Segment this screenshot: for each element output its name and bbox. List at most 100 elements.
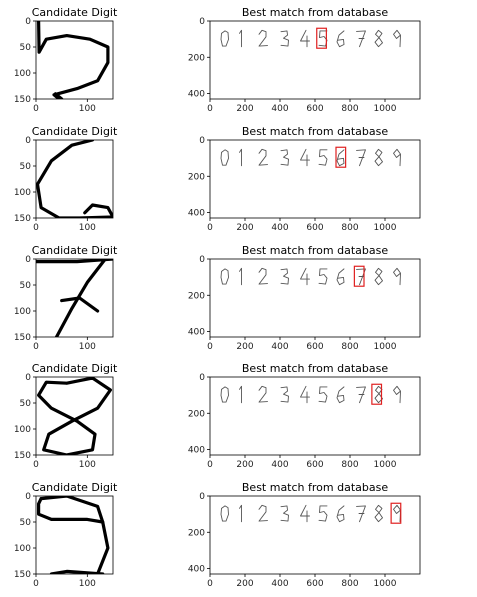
candidate-axes-frame <box>35 376 114 456</box>
database-digit-stroke <box>280 268 289 285</box>
candidate-panel-title: Candidate Digit <box>32 481 118 494</box>
database-digit-stroke <box>300 267 310 280</box>
database-digit-7 <box>356 268 366 286</box>
database-digit-stroke <box>336 30 345 48</box>
database-digit-1 <box>239 148 242 167</box>
match-panel-title: Best match from database <box>242 6 388 19</box>
x-tick-label: 200 <box>236 104 253 114</box>
y-tick-label: 400 <box>188 209 205 219</box>
database-digit-stroke <box>374 148 383 167</box>
y-tick-label: 0 <box>199 373 205 383</box>
candidate-digit-image <box>36 259 113 337</box>
database-digit-stroke <box>220 386 229 403</box>
database-digit-1 <box>239 504 242 523</box>
x-tick-label: 0 <box>33 460 39 470</box>
candidate-axes-frame <box>35 258 114 338</box>
match-highlight-box <box>371 383 383 405</box>
x-tick-label: 1000 <box>374 104 397 114</box>
candidate-digit-image <box>37 496 110 574</box>
y-tick-label: 200 <box>188 291 205 301</box>
y-tick-label: 100 <box>14 307 31 317</box>
database-digit-stroke <box>220 505 229 522</box>
candidate-axes-frame <box>35 495 114 575</box>
x-tick-label: 400 <box>271 104 288 114</box>
database-digit-6 <box>336 386 345 404</box>
database-digit-5 <box>318 386 328 403</box>
x-tick-label: 200 <box>236 460 253 470</box>
x-tick-label: 0 <box>207 342 213 352</box>
database-digit-4 <box>300 385 310 404</box>
database-digit-stroke <box>300 148 310 161</box>
database-digit-9 <box>393 29 401 48</box>
database-digit-stroke <box>356 386 366 404</box>
x-tick-label: 100 <box>79 223 96 233</box>
y-tick-label: 50 <box>20 518 32 528</box>
database-digit-9 <box>393 148 401 167</box>
database-digit-7 <box>356 386 366 404</box>
x-tick-label: 600 <box>306 579 323 589</box>
database-digit-stroke <box>393 267 401 286</box>
y-tick-label: 50 <box>20 43 32 53</box>
database-digit-0 <box>220 386 229 403</box>
y-tick-label: 100 <box>14 69 31 79</box>
database-digit-stroke <box>356 30 366 48</box>
x-tick-label: 0 <box>33 104 39 114</box>
x-tick-label: 800 <box>341 223 358 233</box>
database-digit-stroke <box>258 504 268 522</box>
x-tick-label: 0 <box>207 579 213 589</box>
y-tick-label: 200 <box>188 53 205 63</box>
database-image-background <box>210 377 420 455</box>
candidate-panel-title: Candidate Digit <box>32 362 118 375</box>
database-digit-stroke <box>356 149 366 167</box>
x-tick-label: 1000 <box>374 460 397 470</box>
y-tick-label: 200 <box>188 409 205 419</box>
y-tick-label: 150 <box>14 214 31 224</box>
database-digit-stroke <box>318 30 328 47</box>
database-digit-2 <box>258 29 268 47</box>
x-tick-label: 0 <box>207 460 213 470</box>
x-tick-label: 400 <box>271 460 288 470</box>
database-digit-4 <box>300 29 310 48</box>
y-tick-label: 0 <box>199 255 205 265</box>
database-digit-stroke <box>258 29 268 47</box>
database-digit-stroke <box>280 30 289 47</box>
candidate-stroke <box>96 520 110 574</box>
database-digit-stroke <box>280 386 289 403</box>
x-tick-label: 100 <box>79 104 96 114</box>
database-digit-stroke <box>318 149 328 166</box>
database-digit-stroke <box>336 386 345 404</box>
database-digit-stroke <box>220 30 229 47</box>
database-digit-2 <box>258 267 268 285</box>
database-digit-3 <box>280 505 289 522</box>
candidate-panel-title: Candidate Digit <box>32 125 118 138</box>
match-highlight-box <box>390 502 402 524</box>
x-tick-label: 800 <box>341 104 358 114</box>
x-tick-label: 400 <box>271 579 288 589</box>
database-digit-stroke <box>393 29 401 48</box>
database-digit-stroke <box>393 385 401 404</box>
y-tick-label: 0 <box>25 136 31 146</box>
database-digit-5 <box>318 505 328 522</box>
database-image-background <box>210 140 420 218</box>
x-tick-label: 400 <box>271 342 288 352</box>
database-digit-stroke <box>258 385 268 403</box>
database-digit-6 <box>336 505 345 523</box>
y-tick-label: 50 <box>20 399 32 409</box>
match-highlight-box <box>316 27 327 49</box>
match-panel-title: Best match from database <box>242 125 388 138</box>
database-digit-stroke <box>300 385 310 398</box>
x-tick-label: 100 <box>79 342 96 352</box>
database-digit-stroke <box>356 505 366 523</box>
database-digit-3 <box>280 149 289 166</box>
x-tick-label: 100 <box>79 460 96 470</box>
y-tick-label: 150 <box>14 570 31 580</box>
candidate-stroke <box>37 21 110 99</box>
database-digit-stroke <box>300 29 310 42</box>
x-tick-label: 800 <box>341 579 358 589</box>
x-tick-label: 200 <box>236 342 253 352</box>
x-tick-label: 0 <box>207 223 213 233</box>
database-digit-stroke <box>300 504 310 517</box>
database-digit-stroke <box>239 29 242 48</box>
